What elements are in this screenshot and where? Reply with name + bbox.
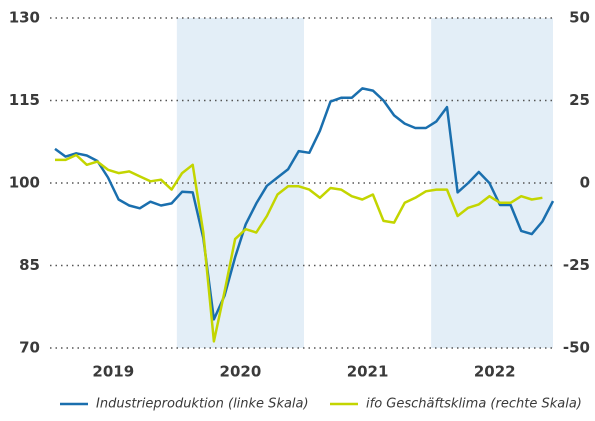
y2-tick-label: -25 — [563, 256, 590, 274]
y-tick-label: 70 — [19, 339, 40, 357]
x-tick-label: 2020 — [220, 363, 262, 381]
shaded-period — [176, 18, 304, 348]
y-tick-label: 100 — [9, 174, 40, 192]
x-tick-label: 2021 — [347, 363, 389, 381]
shaded-period — [431, 18, 553, 348]
series-line — [54, 87, 555, 321]
legend-label: ifo Geschäftsklima (rechte Skala) — [366, 397, 582, 412]
y-tick-label: 85 — [19, 256, 40, 274]
y2-tick-label: 25 — [569, 91, 590, 109]
x-tick-label: 2019 — [92, 363, 134, 381]
legend-label: Industrieproduktion (linke Skala) — [96, 397, 309, 412]
y2-tick-label: 0 — [580, 174, 590, 192]
y-tick-label: 115 — [9, 91, 40, 109]
x-tick-label: 2022 — [474, 363, 516, 381]
y-tick-label: 130 — [9, 9, 40, 27]
series-line — [55, 153, 543, 343]
y2-tick-label: 50 — [569, 9, 590, 27]
y2-tick-label: -50 — [563, 339, 590, 357]
